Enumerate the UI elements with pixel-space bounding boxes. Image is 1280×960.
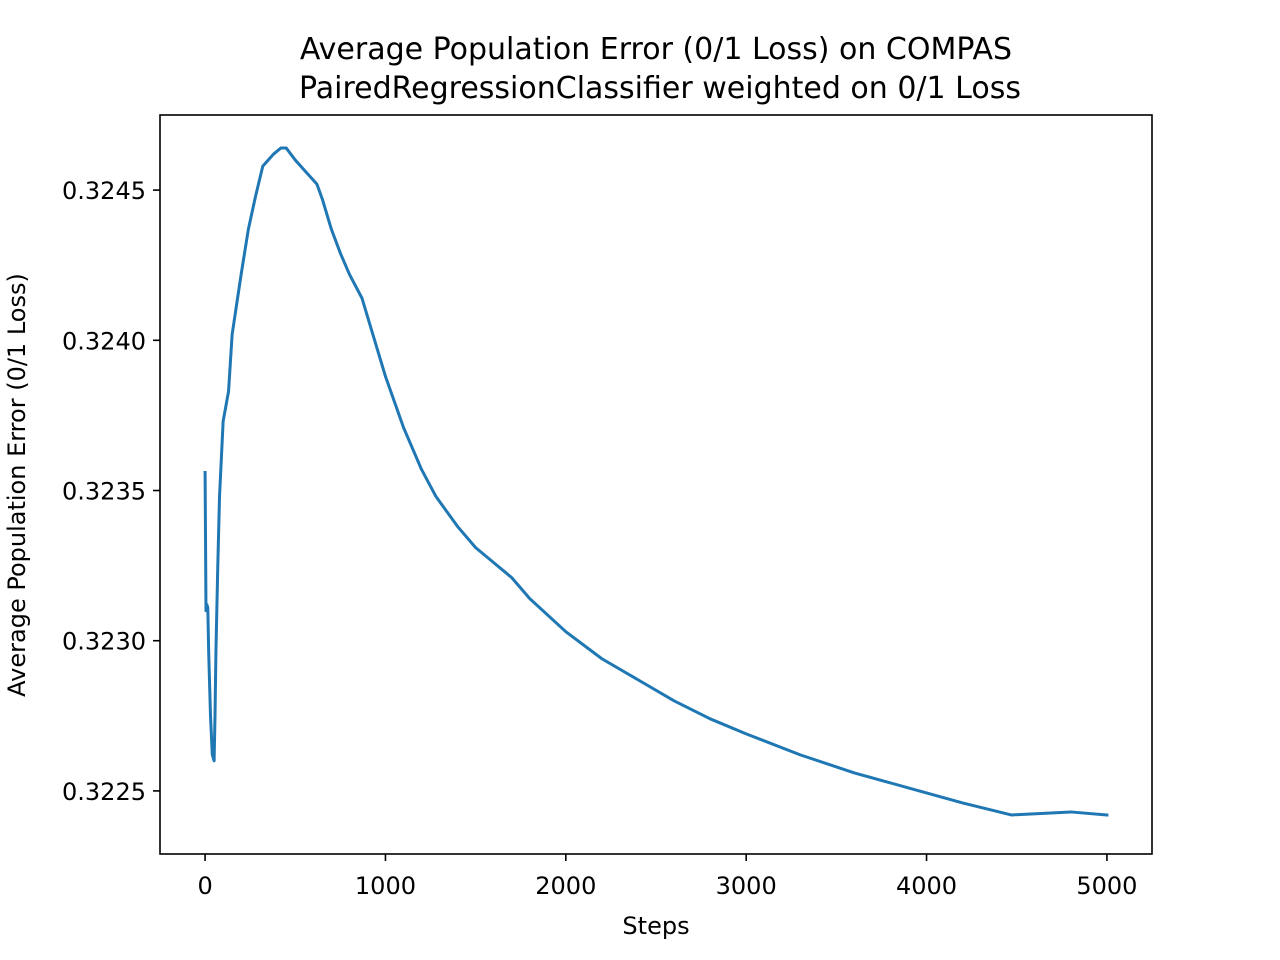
series-line — [203, 146, 1109, 817]
y-tick-label: 0.3240 — [62, 327, 146, 355]
y-axis-label: Average Population Error (0/1 Loss) — [3, 273, 31, 697]
x-tick-label: 0 — [197, 872, 212, 900]
x-axis: 0 1000 2000 3000 4000 5000 — [197, 854, 1137, 900]
chart-subtitle: PairedRegressionClassifier weighted on 0… — [299, 71, 1021, 106]
x-tick-label: 4000 — [896, 872, 957, 900]
x-tick-label: 3000 — [716, 872, 777, 900]
x-axis-label: Steps — [622, 912, 689, 940]
y-tick-label: 0.3230 — [62, 628, 146, 656]
plot-frame — [159, 114, 1153, 855]
x-tick-label: 2000 — [535, 872, 596, 900]
y-tick-label: 0.3225 — [62, 778, 146, 806]
plot-background — [160, 115, 1152, 854]
x-tick-label: 5000 — [1076, 872, 1137, 900]
plot-area — [159, 114, 1153, 855]
y-tick-label: 0.3245 — [62, 177, 146, 205]
y-tick-label: 0.3235 — [62, 478, 146, 506]
y-axis: 0.3225 0.3230 0.3235 0.3240 0.3245 — [62, 177, 160, 806]
chart-title: Average Population Error (0/1 Loss) on C… — [300, 32, 1012, 67]
x-tick-label: 1000 — [355, 872, 416, 900]
